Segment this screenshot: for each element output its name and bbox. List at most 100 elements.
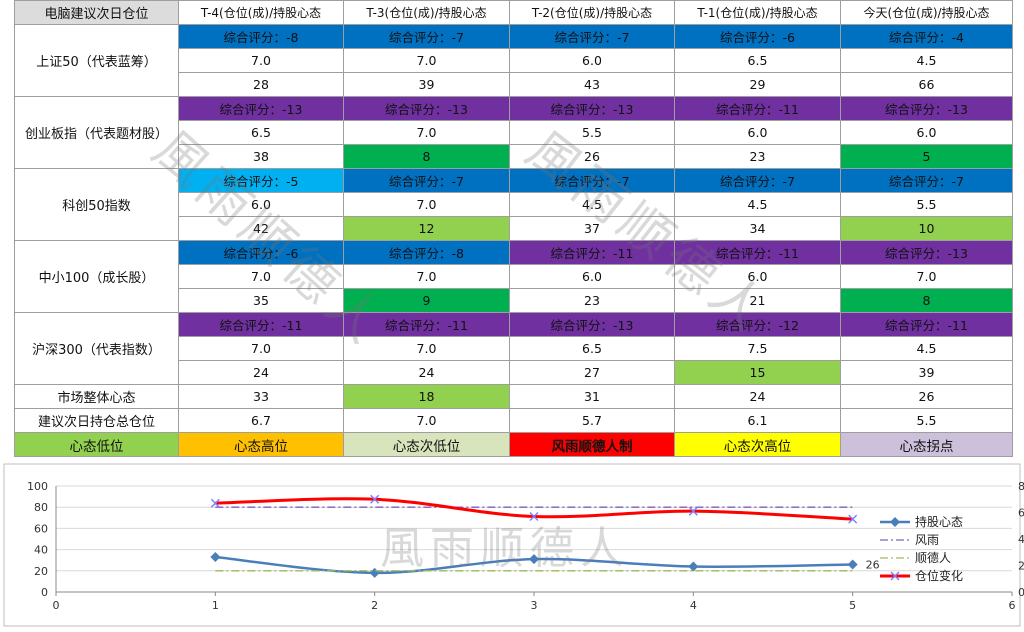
y-tick-label: 20	[34, 565, 48, 578]
mood-cell: 37	[509, 216, 675, 241]
y2-tick-label: 6	[1018, 507, 1024, 520]
legend-cell: 心态拐点	[840, 432, 1013, 457]
position-row: 7.0 7.0 6.0 6.0 7.0	[15, 264, 1013, 289]
mood-cell: 23	[509, 288, 675, 313]
y-tick-label: 100	[27, 480, 48, 493]
mood-cell: 34	[674, 216, 841, 241]
legend-marker	[890, 571, 900, 581]
mood-cell: 9	[343, 288, 510, 313]
data-point	[688, 561, 699, 572]
position-cell: 6.5	[509, 336, 675, 361]
total-position-row: 建议次日持仓总仓位 6.7 7.0 5.7 6.1 5.5	[14, 408, 1013, 433]
score-cell: 综合评分：-11	[178, 312, 344, 337]
market-cell: 33	[178, 384, 344, 409]
mood-cell: 43	[509, 72, 675, 97]
column-header: T-1(仓位(成)/持股心态	[674, 0, 841, 25]
mood-cell: 39	[840, 360, 1013, 385]
score-cell: 综合评分：-11	[343, 312, 510, 337]
y2-tick-label: 2	[1018, 560, 1024, 573]
score-cell: 综合评分：-7	[840, 168, 1013, 193]
legend-label: 顺德人	[915, 550, 951, 565]
position-row: 7.0 7.0 6.0 6.5 4.5	[15, 48, 1013, 73]
mood-cell: 35	[178, 288, 344, 313]
position-row: 6.0 7.0 4.5 4.5 5.5	[15, 192, 1013, 217]
score-cell: 综合评分：-6	[178, 240, 344, 265]
position-cell: 6.0	[674, 120, 841, 145]
index-name: 科创50指数	[14, 168, 179, 241]
score-cell: 综合评分：-13	[509, 96, 675, 121]
legend-marker	[890, 517, 900, 527]
mood-cell: 28	[178, 72, 344, 97]
position-cell: 7.5	[674, 336, 841, 361]
index-name: 沪深300（代表指数）	[14, 312, 179, 385]
legend-row: 心态低位 心态高位 心态次低位 风雨顺德人制 心态次高位 心态拐点	[14, 432, 1013, 457]
score-cell: 综合评分：-7	[509, 168, 675, 193]
total-position-cell: 6.1	[674, 408, 841, 433]
market-cell: 18	[343, 384, 510, 409]
index-name: 中小100（成长股）	[14, 240, 179, 313]
legend-cell: 心态高位	[178, 432, 344, 457]
market-cell: 24	[674, 384, 841, 409]
market-cell: 31	[509, 384, 675, 409]
position-cell: 5.5	[509, 120, 675, 145]
column-header: T-2(仓位(成)/持股心态	[509, 0, 675, 25]
column-header: 今天(仓位(成)/持股心态	[840, 0, 1013, 25]
position-cell: 4.5	[674, 192, 841, 217]
position-cell: 7.0	[840, 264, 1013, 289]
data-label: 26	[866, 558, 880, 571]
x-tick-label: 2	[371, 599, 378, 612]
column-header: T-4(仓位(成)/持股心态	[178, 0, 344, 25]
x-tick-label: 4	[690, 599, 697, 612]
mood-cell: 39	[343, 72, 510, 97]
score-cell: 综合评分：-11	[509, 240, 675, 265]
y-tick-label: 60	[34, 522, 48, 535]
market-label: 市场整体心态	[14, 384, 179, 409]
data-point	[688, 506, 698, 516]
mood-cell: 38	[178, 144, 344, 169]
position-cell: 6.0	[674, 264, 841, 289]
mood-cell: 5	[840, 144, 1013, 169]
index-name: 创业板指（代表题材股）	[14, 96, 179, 169]
score-row: 中小100（成长股） 综合评分：-6 综合评分：-8 综合评分：-11 综合评分：-11…	[14, 240, 1013, 313]
mood-cell: 12	[343, 216, 510, 241]
position-cell: 7.0	[178, 264, 344, 289]
score-cell: 综合评分：-13	[840, 96, 1013, 121]
mood-cell: 24	[178, 360, 344, 385]
column-header: T-3(仓位(成)/持股心态	[343, 0, 510, 25]
position-cell: 6.0	[509, 48, 675, 73]
chart-frame	[3, 463, 1021, 627]
x-tick-label: 1	[212, 599, 219, 612]
mood-cell: 23	[674, 144, 841, 169]
legend-label: 风雨	[915, 533, 939, 547]
score-cell: 综合评分：-6	[674, 24, 841, 49]
score-cell: 综合评分：-8	[343, 240, 510, 265]
position-table: 电脑建议次日仓位 T-4(仓位(成)/持股心态 T-3(仓位(成)/持股心态 T-2(…	[14, 0, 1013, 457]
index-name: 上证50（代表蓝筹）	[14, 24, 179, 97]
mood-cell: 15	[674, 360, 841, 385]
score-cell: 综合评分：-11	[674, 240, 841, 265]
market-cell: 26	[840, 384, 1013, 409]
y-tick-label: 40	[34, 544, 48, 557]
data-point	[848, 514, 858, 524]
mood-cell: 24	[343, 360, 510, 385]
total-position-cell: 6.7	[178, 408, 344, 433]
header-row: 电脑建议次日仓位 T-4(仓位(成)/持股心态 T-3(仓位(成)/持股心态 T-2(…	[14, 0, 1013, 25]
score-row: 沪深300（代表指数） 综合评分：-11 综合评分：-11 综合评分：-13 综合评分：…	[14, 312, 1013, 385]
mood-cell: 10	[840, 216, 1013, 241]
total-position-cell: 5.7	[509, 408, 675, 433]
position-row: 7.0 7.0 6.5 7.5 4.5	[15, 336, 1013, 361]
position-cell: 7.0	[178, 48, 344, 73]
score-row: 上证50（代表蓝筹） 综合评分：-8 综合评分：-7 综合评分：-7 综合评分：-6 综合…	[14, 24, 1013, 97]
mood-cell: 42	[178, 216, 344, 241]
y2-tick-label: 4	[1018, 533, 1024, 546]
data-point	[210, 498, 220, 508]
position-cell: 4.5	[840, 336, 1013, 361]
legend-label: 持股心态	[915, 514, 963, 529]
chart-area: 0 20 40 60 80 100 0 2 4 6 8 0 1 2 3 4 5 6 26 持股心态 风雨 顺德人 仓位变化 …	[0, 462, 1024, 628]
x-tick-label: 5	[849, 599, 856, 612]
score-cell: 综合评分：-8	[178, 24, 344, 49]
position-cell: 4.5	[509, 192, 675, 217]
position-cell: 7.0	[178, 336, 344, 361]
position-cell: 4.5	[840, 48, 1013, 73]
